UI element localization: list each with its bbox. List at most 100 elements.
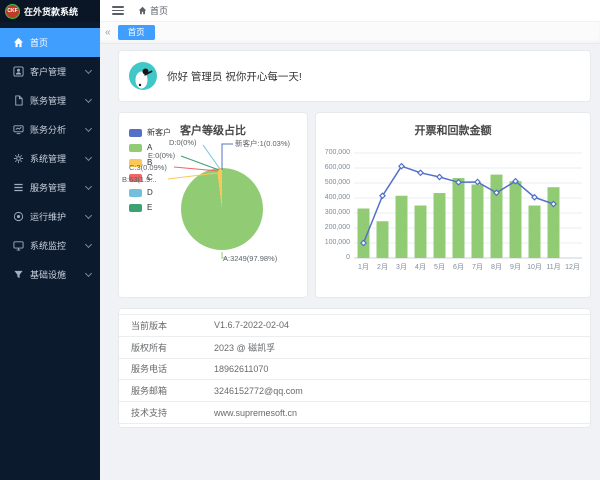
info-row-label: 服务邮箱 — [131, 386, 168, 397]
legend-item-E[interactable]: E — [129, 200, 171, 215]
top-header: 首页 — [100, 0, 600, 22]
legend-item-D[interactable]: D — [129, 185, 171, 200]
table-row: 版权所有 2023 @ 磁凯孚 — [119, 337, 590, 359]
page-content: 你好 管理员 祝你开心每一天! 客户等级占比 新客户 A B C D E D:0(0%) … — [100, 44, 600, 480]
legend-swatch — [129, 143, 142, 152]
x-axis-tick: 8月 — [491, 264, 502, 271]
table-row: 服务邮箱 3246152772@qq.com — [119, 380, 590, 403]
breadcrumb[interactable]: 首页 — [138, 4, 168, 17]
legend-swatch — [129, 158, 142, 167]
info-row-label: 版权所有 — [131, 342, 168, 353]
y-axis-tick: 500,000 — [324, 179, 350, 186]
y-axis-tick: 400,000 — [324, 194, 350, 201]
sidebar-item-analysis[interactable]: 账务分析 — [0, 115, 100, 144]
info-row-value: V1.6.7-2022-02-04 — [214, 320, 290, 331]
legend-item-新客户[interactable]: 新客户 — [129, 125, 171, 140]
home-icon — [138, 6, 147, 15]
sidebar-item-label: 系统监控 — [30, 241, 67, 251]
customer-level-pie-card: 客户等级占比 新客户 A B C D E D:0(0%) 新客户:1(0.03%) E:0… — [118, 112, 308, 298]
avatar — [129, 62, 157, 90]
sidebar-item-label: 系统管理 — [30, 154, 67, 164]
system-info-table: 当前版本 V1.6.7-2022-02-04 版权所有 2023 @ 磁凯孚 服务电话 1… — [119, 314, 590, 424]
info-row-value: 3246152772@qq.com — [214, 385, 303, 396]
legend-item-A[interactable]: A — [129, 140, 171, 155]
pie-label-c: C:3(0.09%) — [129, 163, 167, 172]
infrastructure-icon — [13, 269, 24, 280]
chevron-down-icon — [84, 95, 93, 103]
sidebar-item-home[interactable]: 首页 — [0, 28, 100, 57]
x-axis-tick: 10月 — [527, 264, 542, 271]
chevron-down-icon — [84, 211, 93, 219]
logo-badge-icon: CKF — [5, 3, 20, 19]
tab-bar: « 首页 — [100, 22, 600, 44]
sidebar-item-label: 账务分析 — [30, 125, 67, 135]
legend-swatch — [129, 173, 142, 182]
legend-swatch — [129, 128, 142, 137]
sidebar-item-label: 服务管理 — [30, 183, 67, 193]
x-axis-tick: 5月 — [434, 264, 445, 271]
info-row-value: 2023 @ 磁凯孚 — [214, 342, 276, 353]
info-row-label: 当前版本 — [131, 320, 168, 331]
app-title: 在外货款系统 — [24, 6, 79, 17]
legend-label: A — [147, 143, 153, 152]
sidebar-item-customers[interactable]: 客户管理 — [0, 57, 100, 86]
maintenance-icon — [13, 211, 24, 222]
sidebar-item-label: 客户管理 — [30, 67, 67, 77]
legend-label: E — [147, 203, 153, 212]
monitor-icon — [13, 240, 24, 251]
bar-line-plot — [354, 152, 582, 259]
sidebar-item-label: 首页 — [30, 38, 49, 48]
chevron-down-icon — [84, 182, 93, 190]
sidebar-item-label: 基础设施 — [30, 270, 67, 280]
info-row-value: 18962611070 — [214, 363, 269, 374]
sidebar-item-billing[interactable]: 账务管理 — [0, 86, 100, 115]
billing-icon — [13, 95, 24, 106]
sidebar-item-service[interactable]: 服务管理 — [0, 173, 100, 202]
legend-swatch — [129, 203, 142, 212]
sidebar-item-label: 账务管理 — [30, 96, 67, 106]
sidebar-menu: 首页客户管理账务管理账务分析系统管理服务管理运行维护系统监控基础设施 — [0, 28, 100, 289]
menu-toggle-icon[interactable] — [112, 4, 124, 17]
main-area: 首页 « 首页 你好 管理员 祝你开心每一天! — [100, 0, 600, 480]
sidebar-item-maintenance[interactable]: 运行维护 — [0, 202, 100, 231]
y-axis-tick: 700,000 — [324, 149, 350, 156]
y-axis-tick: 0 — [346, 254, 350, 261]
pie-label-a: A:3249(97.98%) — [223, 254, 278, 263]
greeting-card: 你好 管理员 祝你开心每一天! — [118, 50, 591, 102]
y-axis-tick: 600,000 — [324, 164, 350, 171]
sidebar-item-system[interactable]: 系统管理 — [0, 144, 100, 173]
pie-label-e: E:0(0%) — [148, 151, 176, 160]
sidebar: CKF 在外货款系统 首页客户管理账务管理账务分析系统管理服务管理运行维护系统监… — [0, 0, 100, 480]
breadcrumb-label: 首页 — [150, 6, 169, 16]
legend-swatch — [129, 188, 142, 197]
pie-chart — [181, 168, 263, 250]
sidebar-item-monitoring[interactable]: 系统监控 — [0, 231, 100, 260]
chevron-down-icon — [84, 124, 93, 132]
x-axis-tick: 7月 — [472, 264, 483, 271]
y-axis-tick: 300,000 — [324, 209, 350, 216]
chevron-down-icon — [84, 66, 93, 74]
system-info-card: 当前版本 V1.6.7-2022-02-04 版权所有 2023 @ 磁凯孚 服务电话 1… — [118, 308, 591, 428]
x-axis-tick: 3月 — [396, 264, 407, 271]
tab-home[interactable]: 首页 — [117, 25, 155, 40]
chevron-down-icon — [84, 269, 93, 277]
collapse-tabs-icon[interactable]: « — [105, 27, 111, 38]
customer-icon — [13, 66, 24, 77]
pie-label-d: D:0(0%) — [169, 138, 197, 147]
invoice-payment-chart: 700,000 600,000 500,000 400,000 300,000 200,0… — [316, 113, 592, 299]
x-axis-tick: 12月 — [565, 264, 580, 271]
legend-label: C — [147, 173, 153, 182]
legend-label: 新客户 — [147, 128, 171, 137]
info-row-label: 技术支持 — [131, 408, 168, 419]
x-axis-tick: 6月 — [453, 264, 464, 271]
legend-item-C[interactable]: C — [129, 170, 171, 185]
legend-label: B — [147, 158, 153, 167]
pie-label-b: B:63(1.9... — [122, 175, 157, 184]
x-axis-tick: 9月 — [510, 264, 521, 271]
legend-label: D — [147, 188, 153, 197]
sidebar-item-infrastructure[interactable]: 基础设施 — [0, 260, 100, 289]
pie-legend: 新客户 A B C D E — [129, 125, 171, 215]
legend-item-B[interactable]: B — [129, 155, 171, 170]
bar-chart-title: 开票和回款金额 — [414, 125, 492, 137]
